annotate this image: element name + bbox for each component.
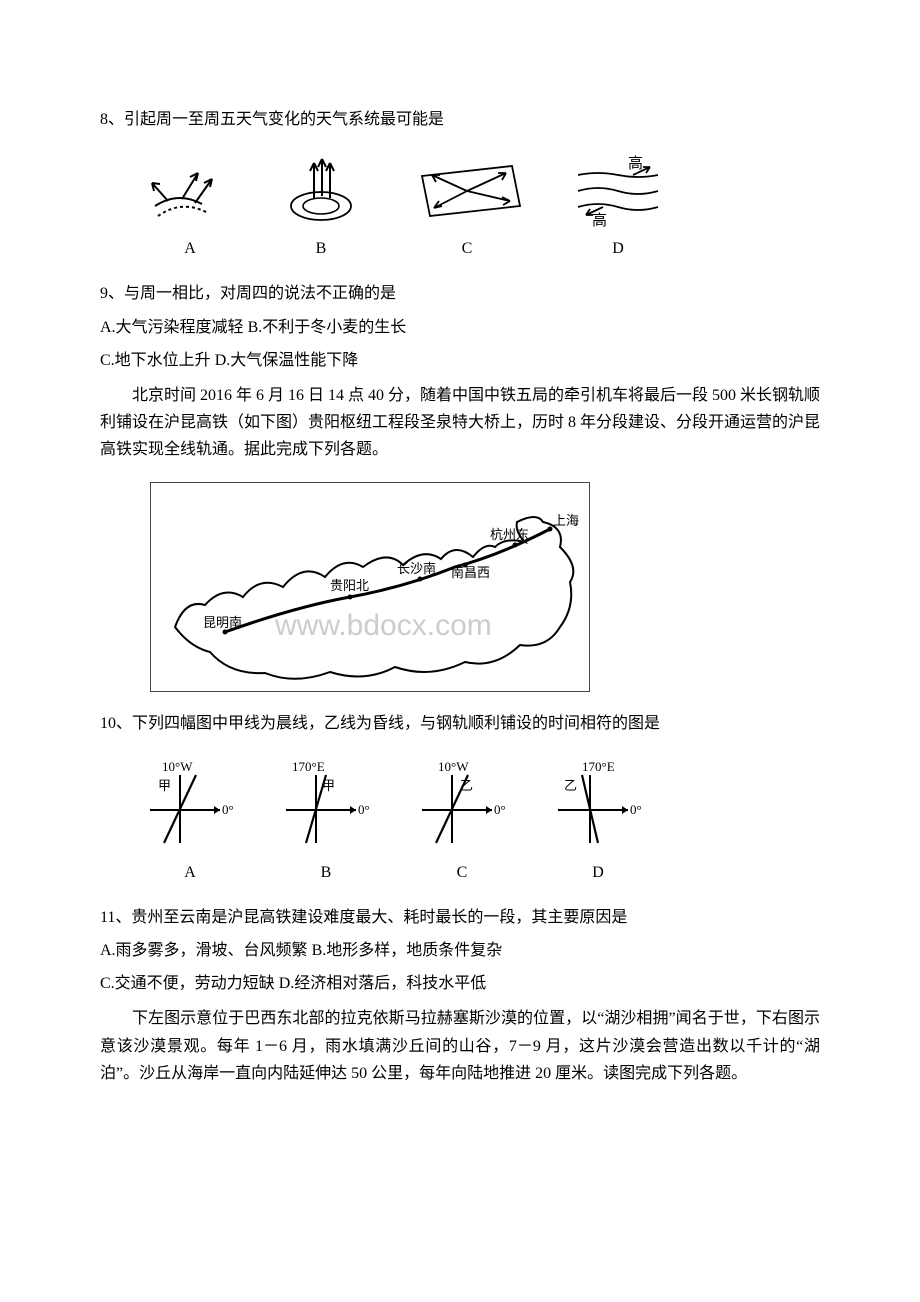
passage2: 下左图示意位于巴西东北部的拉克依斯马拉赫塞斯沙漠的位置，以“湖沙相拥”闻名于世，… bbox=[100, 1005, 820, 1087]
q8-fig-c-label: C bbox=[462, 235, 473, 262]
q11-opt-a: A.雨多雾多，滑坡、台风频繁 bbox=[100, 942, 308, 959]
q10-prompt: 10、下列四幅图中甲线为晨线，乙线为昏线，与钢轨顺利铺设的时间相符的图是 bbox=[100, 710, 820, 737]
map-label-shanghai: 上海 bbox=[553, 513, 579, 528]
q10-fig-a: 10°W 甲 0° A bbox=[140, 755, 240, 886]
q8-fig-d-label: D bbox=[612, 235, 624, 262]
map-label-hangzhou: 杭州东 bbox=[490, 527, 529, 542]
q10-d-lat: 0° bbox=[630, 802, 642, 817]
q9-opt-d: D.大气保温性能下降 bbox=[215, 352, 359, 369]
q11-opt-c: C.交通不便，劳动力短缺 bbox=[100, 975, 275, 992]
q8-fig-a-label: A bbox=[184, 235, 196, 262]
q8-fig-d: 高 高 D bbox=[568, 151, 668, 262]
q8-fig-c: C bbox=[402, 151, 532, 262]
map-watermark: www.bdocx.com bbox=[274, 609, 492, 642]
passage1: 北京时间 2016 年 6 月 16 日 14 点 40 分，随着中国中铁五局的… bbox=[100, 382, 820, 464]
q11-opt-b: B.地形多样，地质条件复杂 bbox=[312, 942, 503, 959]
q9-opt-c: C.地下水位上升 bbox=[100, 352, 211, 369]
q10-figures: 10°W 甲 0° A 170°E 甲 0° B bbox=[100, 755, 820, 886]
q11-cd: C.交通不便，劳动力短缺 D.经济相对落后，科技水平低 bbox=[100, 970, 820, 997]
q10-c-lon: 10°W bbox=[438, 759, 469, 774]
q10-fig-d-label: D bbox=[592, 859, 604, 886]
hukun-map: 昆明南 贵阳北 长沙南 南昌西 杭州东 上海 www.bdocx.com bbox=[150, 482, 590, 692]
q10-b-lon: 170°E bbox=[292, 759, 325, 774]
q10-fig-d: 170°E 乙 0° D bbox=[548, 755, 648, 886]
q8-fig-a: A bbox=[140, 151, 240, 262]
q10-a-lon: 10°W bbox=[162, 759, 193, 774]
q10-a-lat: 0° bbox=[222, 802, 234, 817]
q9-opt-b: B.不利于冬小麦的生长 bbox=[248, 319, 407, 336]
q11-ab: A.雨多雾多，滑坡、台风频繁 B.地形多样，地质条件复杂 bbox=[100, 937, 820, 964]
map-label-changsha: 长沙南 bbox=[397, 561, 436, 576]
q11-opt-d: D.经济相对落后，科技水平低 bbox=[279, 975, 487, 992]
q10-fig-b: 170°E 甲 0° B bbox=[276, 755, 376, 886]
q10-fig-b-label: B bbox=[321, 859, 332, 886]
map-label-guiyang: 贵阳北 bbox=[330, 578, 369, 593]
q8-fig-b-label: B bbox=[316, 235, 327, 262]
q10-fig-c: 10°W 乙 0° C bbox=[412, 755, 512, 886]
q8-prompt: 8、引起周一至周五天气变化的天气系统最可能是 bbox=[100, 106, 820, 133]
q10-fig-a-label: A bbox=[184, 859, 196, 886]
q10-b-lat: 0° bbox=[358, 802, 370, 817]
q11-prompt: 11、贵州至云南是沪昆高铁建设难度最大、耗时最长的一段，其主要原因是 bbox=[100, 904, 820, 931]
map-label-nanchang: 南昌西 bbox=[451, 565, 490, 580]
q10-fig-c-label: C bbox=[457, 859, 468, 886]
q9-prompt: 9、与周一相比，对周四的说法不正确的是 bbox=[100, 280, 820, 307]
q8-d-top-label: 高 bbox=[628, 155, 643, 172]
q10-d-lon: 170°E bbox=[582, 759, 615, 774]
q8-d-bottom-label: 高 bbox=[592, 212, 607, 229]
q10-d-line: 乙 bbox=[564, 778, 577, 793]
q9-cd: C.地下水位上升 D.大气保温性能下降 bbox=[100, 347, 820, 374]
q9-ab: A.大气污染程度减轻 B.不利于冬小麦的生长 bbox=[100, 314, 820, 341]
exam-page: 8、引起周一至周五天气变化的天气系统最可能是 A bbox=[0, 0, 920, 1155]
map-label-kunming: 昆明南 bbox=[203, 615, 242, 630]
q8-fig-b: B bbox=[276, 151, 366, 262]
q10-c-lat: 0° bbox=[494, 802, 506, 817]
q10-a-line: 甲 bbox=[158, 778, 171, 793]
q8-figures: A B C bbox=[100, 151, 820, 262]
q9-opt-a: A.大气污染程度减轻 bbox=[100, 319, 244, 336]
